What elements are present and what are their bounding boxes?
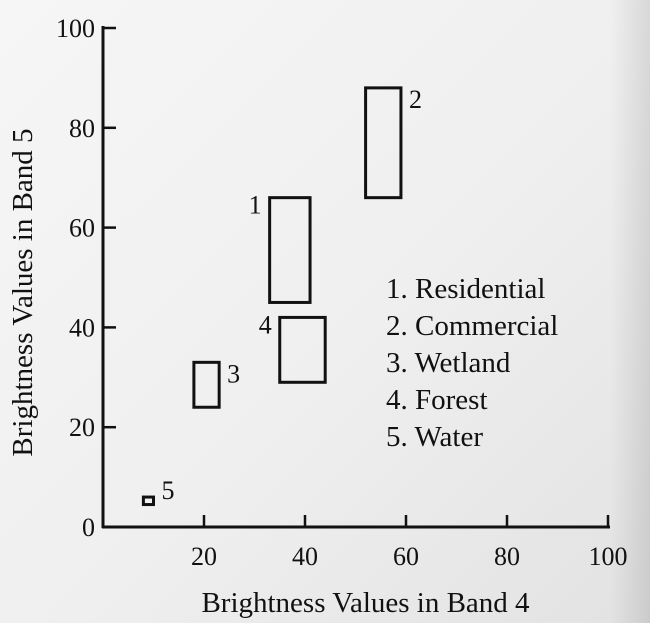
x-tick-label: 40 <box>292 542 318 571</box>
class-box-label-4: 4 <box>259 310 272 339</box>
legend-entry: 1. Residential <box>386 273 545 305</box>
class-box-4 <box>278 315 327 384</box>
x-ticks: 20 40 60 80 100 <box>191 515 628 571</box>
x-tick-label: 60 <box>393 542 419 571</box>
y-tick-label: 60 <box>69 214 95 243</box>
class-box-label-3: 3 <box>227 359 240 388</box>
legend-entry: 4. Forest <box>386 384 488 416</box>
legend-entry: 2. Commercial <box>386 310 558 342</box>
axes <box>101 26 610 529</box>
class-box-3 <box>192 360 221 409</box>
y-tick-label: 80 <box>69 114 95 143</box>
x-tick-label: 20 <box>191 542 217 571</box>
y-tick-label: 100 <box>56 14 95 43</box>
y-ticks: 0 20 40 60 80 100 <box>56 14 116 542</box>
class-box-label-1: 1 <box>249 191 262 220</box>
x-tick-label: 100 <box>589 542 628 571</box>
class-box-label-2: 2 <box>409 85 422 114</box>
class-box-label-5: 5 <box>162 476 175 505</box>
class-box-2 <box>364 86 403 200</box>
class-boxes: 1 2 34 5 <box>141 85 422 507</box>
class-box-1 <box>268 196 312 304</box>
y-tick-label: 40 <box>69 313 95 342</box>
x-tick-label: 80 <box>494 542 520 571</box>
legend: 1. Residential 2. Commercial 3. Wetland 4. … <box>386 273 558 453</box>
y-axis-label: Brightness Values in Band 5 <box>7 128 39 456</box>
legend-entry: 5. Water <box>386 421 483 453</box>
legend-entry: 3. Wetland <box>386 347 511 379</box>
x-axis-label: Brightness Values in Band 4 <box>201 587 530 619</box>
class-box-5 <box>141 495 155 507</box>
y-tick-label: 0 <box>82 513 95 542</box>
y-tick-label: 20 <box>69 413 95 442</box>
